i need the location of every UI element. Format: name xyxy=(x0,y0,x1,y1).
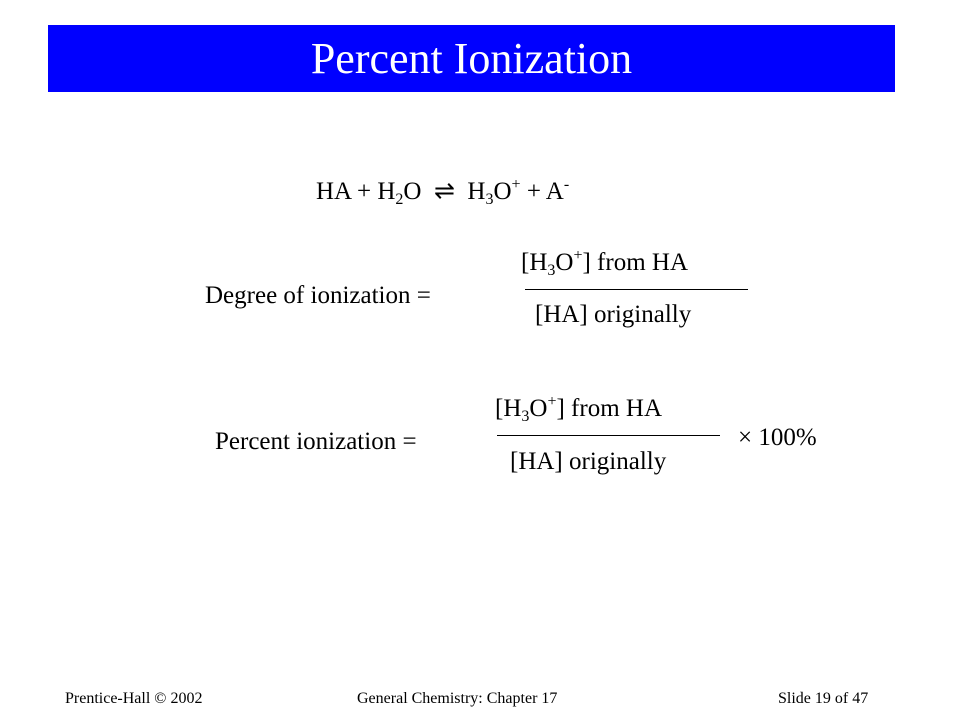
footer-center: General Chemistry: Chapter 17 xyxy=(357,690,558,707)
superscript: + xyxy=(573,247,583,264)
subscript: 3 xyxy=(521,408,530,425)
text: ] from HA xyxy=(556,395,663,422)
denominator: [HA] originally xyxy=(510,448,667,475)
text: [H xyxy=(521,249,548,276)
text: HA + H xyxy=(316,178,396,205)
subscript: 3 xyxy=(547,262,556,279)
text: H xyxy=(467,178,486,205)
degree-label: Degree of ionization = xyxy=(205,282,431,309)
text: ] from HA xyxy=(582,249,689,276)
text: [H xyxy=(495,395,522,422)
superscript: + xyxy=(547,393,557,410)
equation: HA + H2O ⇌ H3O+ + A- xyxy=(316,176,569,209)
numerator: [H3O+] from HA xyxy=(521,247,688,280)
fraction-bar xyxy=(525,289,748,290)
percent-label: Percent ionization = xyxy=(215,428,417,455)
text: O xyxy=(529,395,548,422)
denominator: [HA] originally xyxy=(535,301,692,328)
arrow: ⇌ xyxy=(433,178,455,205)
multiplier: × 100% xyxy=(738,424,817,451)
footer-left: Prentice-Hall © 2002 xyxy=(65,690,203,707)
subscript: 3 xyxy=(485,191,494,208)
text: O xyxy=(555,249,574,276)
superscript: - xyxy=(563,176,570,193)
numerator: [H3O+] from HA xyxy=(495,393,662,426)
text: O xyxy=(403,178,422,205)
text: + A xyxy=(526,178,564,205)
fraction-bar xyxy=(497,435,720,436)
title: Percent Ionization xyxy=(48,25,895,92)
superscript: + xyxy=(511,176,521,193)
footer-right: Slide 19 of 47 xyxy=(778,690,869,707)
text: O xyxy=(493,178,512,205)
subscript: 2 xyxy=(395,191,404,208)
